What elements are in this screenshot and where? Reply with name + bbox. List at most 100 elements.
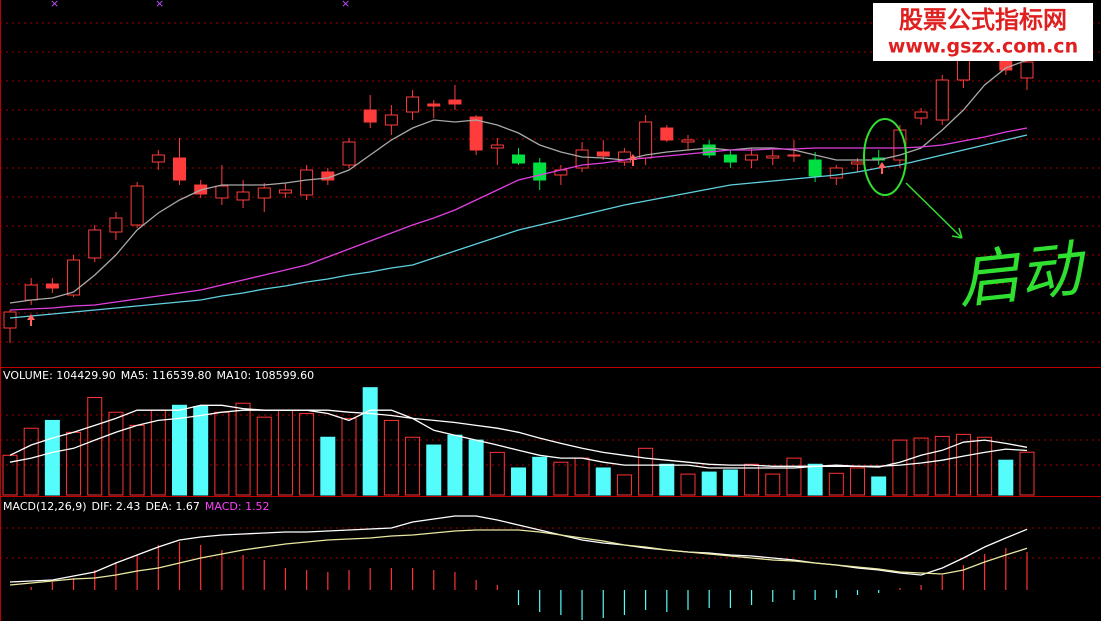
volume-bar [362, 387, 378, 496]
candle-body [1020, 61, 1034, 79]
candle-body [448, 99, 462, 105]
marker: × [50, 0, 59, 10]
volume-bar [680, 473, 696, 496]
candle-body [512, 154, 525, 164]
handwritten-note: 启动 [954, 231, 1092, 317]
candle-body [342, 141, 356, 166]
volume-bar [468, 439, 484, 496]
volume-bar [489, 451, 505, 496]
candle-body [469, 116, 483, 151]
candle-body [617, 151, 631, 163]
volume-bar [744, 463, 760, 496]
volume-bar [383, 419, 399, 496]
volume-bar [871, 476, 887, 496]
indicator-line [9, 127, 1028, 311]
marker: × [155, 0, 164, 10]
candle-body [935, 79, 949, 121]
candle-body [745, 154, 759, 161]
volume-bar [913, 437, 929, 496]
volume-bar [256, 416, 272, 496]
candle-body [808, 159, 822, 177]
candle-body [639, 121, 653, 159]
volume-bar [892, 439, 908, 496]
volume-bar [87, 396, 103, 496]
readout-item: MACD: 1.52 [205, 500, 270, 513]
volume-bar [1019, 451, 1035, 496]
indicator-line [9, 59, 1028, 304]
candle-body [3, 311, 17, 329]
arrow [878, 162, 886, 174]
readout-item: MA5: 116539.80 [121, 369, 212, 382]
readout-item: VOLUME: 104429.90 [3, 369, 116, 382]
candle-body [384, 114, 398, 126]
candle-body [24, 284, 38, 301]
candle-body [766, 155, 780, 159]
candle-body [151, 154, 165, 163]
candle-body [88, 229, 102, 259]
candle-body [45, 283, 59, 289]
volume-bar [553, 461, 569, 496]
candle-body [278, 189, 292, 194]
candle-body [575, 149, 589, 169]
volume-bar [172, 404, 187, 496]
candle-body [533, 162, 547, 181]
volume-bar [44, 419, 60, 496]
signal-arrows [27, 154, 886, 326]
volume-bar [850, 467, 865, 496]
volume-bar [341, 417, 357, 496]
readout-item: DEA: 1.67 [145, 500, 199, 513]
arrow [629, 154, 637, 166]
candle-body [67, 259, 81, 296]
candle-body [215, 185, 229, 199]
top-markers: × × × [50, 0, 350, 10]
watermark-url: www.gszx.com.cn [888, 36, 1078, 58]
readout-item: DIF: 2.43 [92, 500, 141, 513]
candle-body [596, 151, 610, 157]
volume-bar [934, 435, 950, 496]
volume-bar [235, 402, 251, 496]
volume-bar [722, 469, 738, 496]
volume-bar [193, 406, 209, 496]
candle-body [660, 127, 674, 141]
highlight-circle [863, 118, 907, 196]
indicator-line [9, 409, 1028, 467]
volume-bar [447, 434, 463, 496]
candle-body [681, 139, 695, 143]
plot-layer: VOLUME: 104429.90 MA5: 116539.80 MA10: 108… [0, 22, 1101, 620]
candle-body [914, 111, 928, 119]
candle-body [236, 191, 250, 201]
pointer-arrow [905, 182, 963, 239]
volume-bar [807, 463, 823, 496]
volume-bar [320, 436, 336, 496]
volume-bar [511, 467, 526, 496]
candle-body [257, 187, 271, 199]
volume-bar [299, 412, 315, 496]
indicator-line [9, 529, 1028, 586]
candle-body [787, 154, 801, 157]
panel-readout: MACD(12,26,9) DIF: 2.43 DEA: 1.67 MACD: 1.5… [3, 500, 270, 513]
marker: × [341, 0, 350, 10]
arrow [27, 314, 35, 326]
candle-body [300, 169, 314, 196]
candle-body [363, 109, 377, 123]
candle-body [109, 217, 123, 233]
volume-bar [786, 457, 802, 496]
watermark-box [873, 3, 1093, 61]
volume-bar [426, 444, 442, 496]
readout-item: MACD(12,26,9) [3, 500, 87, 513]
candle-body [702, 144, 716, 156]
volume-bar [955, 433, 971, 496]
candle-body [490, 144, 504, 149]
volume-bar [659, 463, 675, 496]
volume-bar [532, 456, 548, 496]
volume-bar [701, 471, 717, 496]
volume-bar [405, 436, 421, 496]
panel-readout: VOLUME: 104429.90 MA5: 116539.80 MA10: 108… [3, 369, 314, 382]
candle-body [723, 154, 737, 163]
volume-bar [977, 436, 993, 496]
candle-body [130, 185, 144, 226]
candle-body [406, 96, 420, 113]
